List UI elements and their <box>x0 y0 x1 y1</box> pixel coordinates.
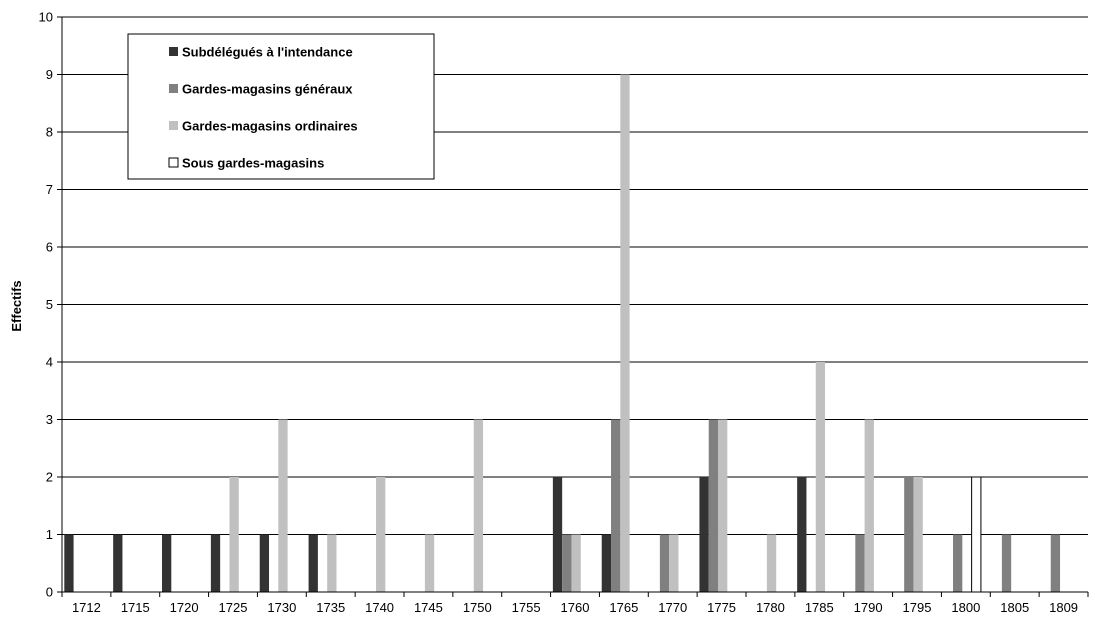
bar <box>708 419 719 592</box>
bar <box>376 477 386 592</box>
y-axis-label: Effectifs <box>9 280 24 331</box>
legend-swatch <box>168 157 179 168</box>
bar <box>210 534 221 592</box>
x-tick-label: 1805 <box>1000 600 1029 615</box>
legend: Subdélégués à l'intendance Gardes-magasin… <box>127 33 435 180</box>
y-tick-label: 2 <box>46 470 53 485</box>
y-tick-label: 3 <box>46 412 53 427</box>
y-tick-label: 0 <box>46 585 53 600</box>
x-tick-label: 1809 <box>1049 600 1078 615</box>
bar <box>601 534 612 592</box>
bar <box>864 419 874 592</box>
x-tick-label: 1770 <box>658 600 687 615</box>
legend-label: Subdélégués à l'intendance <box>182 45 353 60</box>
x-tick-label: 1750 <box>463 600 492 615</box>
y-tick-label: 4 <box>46 355 53 370</box>
bar <box>571 534 581 592</box>
bar <box>162 534 172 592</box>
x-tick-label: 1765 <box>609 600 638 615</box>
bar <box>815 362 826 592</box>
bar <box>1001 534 1012 592</box>
x-tick-label: 1760 <box>561 600 590 615</box>
bar <box>64 534 74 592</box>
bar <box>1050 534 1061 592</box>
bar <box>327 534 337 592</box>
legend-label: Gardes-magasins ordinaires <box>182 119 358 134</box>
bar <box>669 534 679 592</box>
x-tick-label: 1785 <box>805 600 834 615</box>
bar <box>718 419 728 592</box>
bars <box>64 74 1061 593</box>
axes <box>57 16 1089 597</box>
bar <box>473 419 484 592</box>
x-tick-label: 1780 <box>756 600 785 615</box>
bar <box>113 534 123 592</box>
legend-swatch <box>169 47 178 56</box>
bar <box>699 477 709 592</box>
bar <box>562 534 572 592</box>
bar <box>913 477 923 592</box>
x-tick-label: 1800 <box>951 600 980 615</box>
x-tick-label: 1715 <box>121 600 150 615</box>
bar <box>278 419 288 592</box>
x-tick-label: 1745 <box>414 600 443 615</box>
legend-label: Gardes-magasins généraux <box>182 82 353 97</box>
y-tick-label: 6 <box>46 240 53 255</box>
y-tick-label: 1 <box>46 527 53 542</box>
bar <box>953 534 963 592</box>
x-tick-label: 1730 <box>267 600 296 615</box>
x-tick-label: 1790 <box>854 600 883 615</box>
y-tick-label: 10 <box>39 10 53 25</box>
bar <box>620 74 630 592</box>
bar <box>229 477 239 592</box>
bar <box>308 534 318 592</box>
y-tick-label: 5 <box>46 297 53 312</box>
x-tick-label: 1775 <box>707 600 736 615</box>
bar <box>766 534 777 592</box>
bar <box>659 534 670 592</box>
legend-swatch <box>169 121 178 130</box>
bar <box>904 477 914 592</box>
legend-swatch <box>169 84 178 93</box>
bar <box>424 534 435 592</box>
x-tick-label: 1740 <box>365 600 394 615</box>
y-tick-label: 7 <box>46 182 53 197</box>
bar <box>259 534 270 592</box>
bar <box>797 477 807 592</box>
y-tick-label: 8 <box>46 125 53 140</box>
x-tick-label: 1725 <box>219 600 248 615</box>
bar <box>611 419 621 592</box>
bar <box>552 477 563 592</box>
legend-label: Sous gardes-magasins <box>182 156 324 171</box>
x-tick-label: 1735 <box>316 600 345 615</box>
x-tick-label: 1755 <box>512 600 541 615</box>
bar <box>855 534 865 592</box>
x-tick-label: 1712 <box>72 600 101 615</box>
x-tick-label: 1720 <box>170 600 199 615</box>
legend-box <box>127 33 435 180</box>
y-tick-label: 9 <box>46 67 53 82</box>
x-tick-label: 1795 <box>903 600 932 615</box>
x-tick-labels: 1712 1715 1720 1725 1730 1735 1740 1745 1750 1755… <box>72 600 1078 615</box>
bar <box>971 476 982 593</box>
y-tick-labels: 0 1 2 3 4 5 6 7 8 9 10 <box>39 10 53 600</box>
